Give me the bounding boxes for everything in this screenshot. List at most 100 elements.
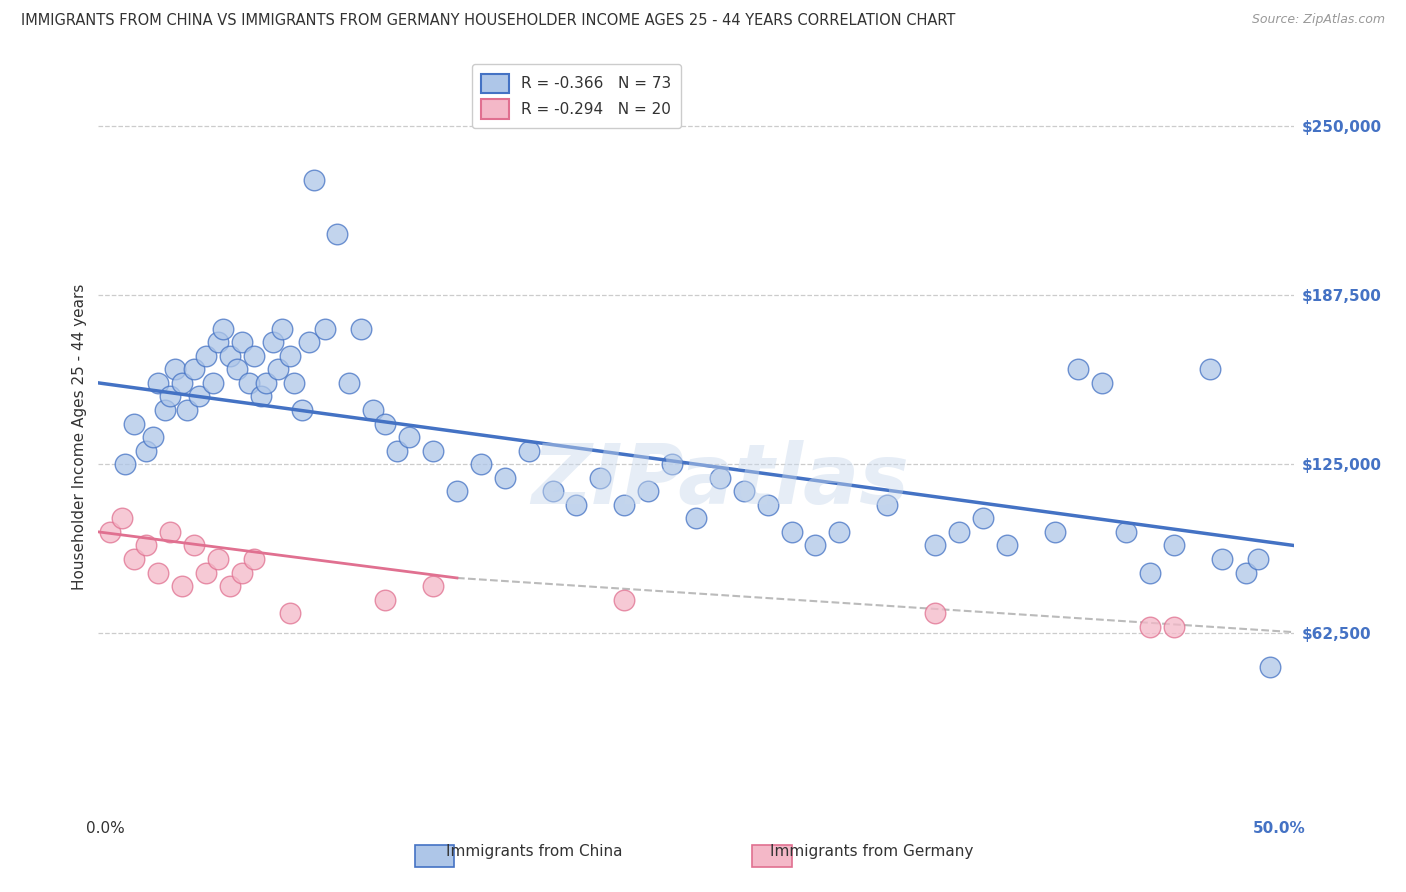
Point — [267, 362, 290, 376]
Point — [876, 498, 898, 512]
Point — [291, 403, 314, 417]
Point — [828, 524, 851, 539]
Point — [613, 592, 636, 607]
Point — [1258, 660, 1281, 674]
Point — [948, 524, 970, 539]
Text: 50.0%: 50.0% — [1253, 821, 1306, 836]
Point — [148, 376, 170, 390]
Point — [159, 389, 181, 403]
Point — [195, 349, 218, 363]
Point — [661, 457, 683, 471]
Point — [350, 322, 373, 336]
Point — [124, 417, 146, 431]
Point — [135, 443, 157, 458]
Text: IMMIGRANTS FROM CHINA VS IMMIGRANTS FROM GERMANY HOUSEHOLDER INCOME AGES 25 - 44: IMMIGRANTS FROM CHINA VS IMMIGRANTS FROM… — [21, 13, 956, 29]
Point — [207, 335, 229, 350]
Point — [176, 403, 198, 417]
Point — [124, 552, 146, 566]
Point — [111, 511, 134, 525]
Point — [298, 335, 321, 350]
Point — [780, 524, 803, 539]
Point — [159, 524, 181, 539]
Point — [1115, 524, 1137, 539]
Point — [517, 443, 540, 458]
Point — [250, 389, 273, 403]
Point — [195, 566, 218, 580]
Point — [142, 430, 165, 444]
Point — [565, 498, 588, 512]
Point — [1139, 620, 1161, 634]
Point — [756, 498, 779, 512]
Point — [202, 376, 225, 390]
Point — [637, 484, 659, 499]
Point — [1091, 376, 1114, 390]
Point — [685, 511, 707, 525]
Point — [1067, 362, 1090, 376]
Point — [315, 322, 337, 336]
Point — [243, 349, 266, 363]
Point — [972, 511, 994, 525]
Point — [1211, 552, 1233, 566]
Point — [924, 538, 946, 552]
Point — [326, 227, 349, 241]
Point — [283, 376, 305, 390]
Point — [446, 484, 468, 499]
Point — [254, 376, 277, 390]
Point — [1199, 362, 1222, 376]
Point — [231, 335, 253, 350]
Point — [1043, 524, 1066, 539]
Point — [219, 349, 242, 363]
Point — [187, 389, 209, 403]
Point — [1234, 566, 1257, 580]
Point — [155, 403, 177, 417]
Point — [302, 172, 325, 186]
Point — [733, 484, 755, 499]
Point — [243, 552, 266, 566]
Point — [385, 443, 409, 458]
Point — [183, 538, 205, 552]
Y-axis label: Householder Income Ages 25 - 44 years: Householder Income Ages 25 - 44 years — [72, 284, 87, 591]
Point — [339, 376, 361, 390]
Point — [924, 606, 946, 620]
Point — [211, 322, 233, 336]
Point — [271, 322, 294, 336]
Point — [1163, 538, 1185, 552]
Point — [135, 538, 157, 552]
Point — [1139, 566, 1161, 580]
Legend: R = -0.366   N = 73, R = -0.294   N = 20: R = -0.366 N = 73, R = -0.294 N = 20 — [472, 64, 681, 128]
Point — [172, 579, 194, 593]
Point — [114, 457, 136, 471]
Point — [98, 524, 122, 539]
Point — [470, 457, 492, 471]
Point — [148, 566, 170, 580]
Point — [374, 417, 396, 431]
Text: Immigrants from China: Immigrants from China — [446, 845, 623, 859]
Point — [422, 443, 444, 458]
Point — [172, 376, 194, 390]
Point — [1163, 620, 1185, 634]
Point — [363, 403, 385, 417]
Point — [804, 538, 827, 552]
Point — [238, 376, 260, 390]
Point — [422, 579, 444, 593]
Point — [219, 579, 242, 593]
Point — [995, 538, 1018, 552]
Point — [398, 430, 420, 444]
Point — [278, 349, 301, 363]
Text: ZIPatlas: ZIPatlas — [531, 441, 908, 522]
Point — [541, 484, 564, 499]
Point — [374, 592, 396, 607]
Point — [1247, 552, 1270, 566]
Point — [207, 552, 229, 566]
Point — [231, 566, 253, 580]
Point — [709, 471, 731, 485]
Point — [278, 606, 301, 620]
Point — [226, 362, 249, 376]
Point — [589, 471, 612, 485]
Point — [262, 335, 284, 350]
Text: 0.0%: 0.0% — [87, 821, 125, 836]
Point — [183, 362, 205, 376]
Point — [494, 471, 516, 485]
Point — [613, 498, 636, 512]
Text: Source: ZipAtlas.com: Source: ZipAtlas.com — [1251, 13, 1385, 27]
